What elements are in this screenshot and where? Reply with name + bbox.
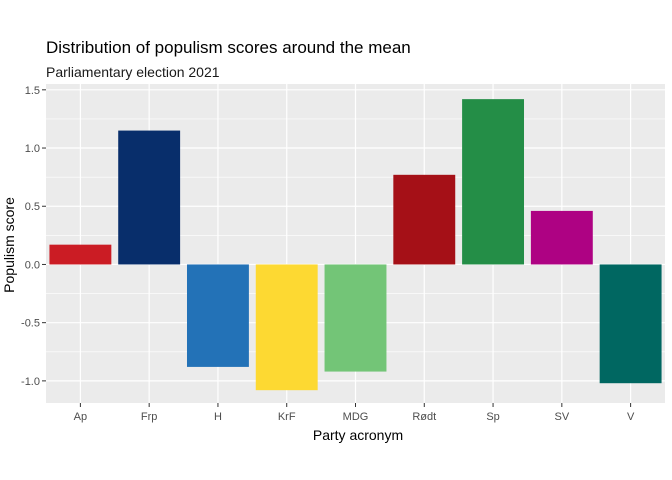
bar-rødt (393, 174, 456, 265)
bar-ap (49, 244, 112, 265)
x-tick-label: Frp (141, 411, 158, 423)
bar-sp (462, 99, 525, 265)
x-tick-label: V (627, 411, 635, 423)
y-axis-ticks: -1.0 -0.5 0.0 0.5 1.0 1.5 (21, 85, 46, 388)
x-axis-title: Party acronym (313, 427, 403, 443)
x-tick-label: KrF (278, 411, 296, 423)
x-tick-label: Sp (486, 411, 499, 423)
y-axis-title: Populism score (1, 197, 17, 293)
bar-sv (530, 210, 593, 265)
chart-subtitle: Parliamentary election 2021 (46, 64, 220, 80)
y-tick-label: 0.5 (25, 201, 40, 213)
y-tick-label: 1.5 (25, 85, 40, 97)
y-tick-label: -1.0 (21, 376, 40, 388)
bar-krf (255, 264, 318, 391)
x-tick-label: SV (554, 411, 569, 423)
bar-mdg (324, 264, 387, 372)
bar-frp (118, 130, 181, 265)
y-tick-label: 1.0 (25, 143, 40, 155)
x-axis-ticks: Ap Frp H KrF MDG Rødt Sp SV V (74, 403, 635, 423)
bar-v (599, 264, 662, 384)
x-tick-label: Rødt (412, 411, 436, 423)
chart-title: Distribution of populism scores around t… (46, 38, 411, 57)
y-tick-label: 0.0 (25, 259, 40, 271)
x-tick-label: Ap (74, 411, 87, 423)
x-tick-label: MDG (343, 411, 369, 423)
bar-h (186, 264, 249, 367)
bars (49, 99, 662, 391)
x-tick-label: H (214, 411, 222, 423)
y-tick-label: -0.5 (21, 318, 40, 330)
